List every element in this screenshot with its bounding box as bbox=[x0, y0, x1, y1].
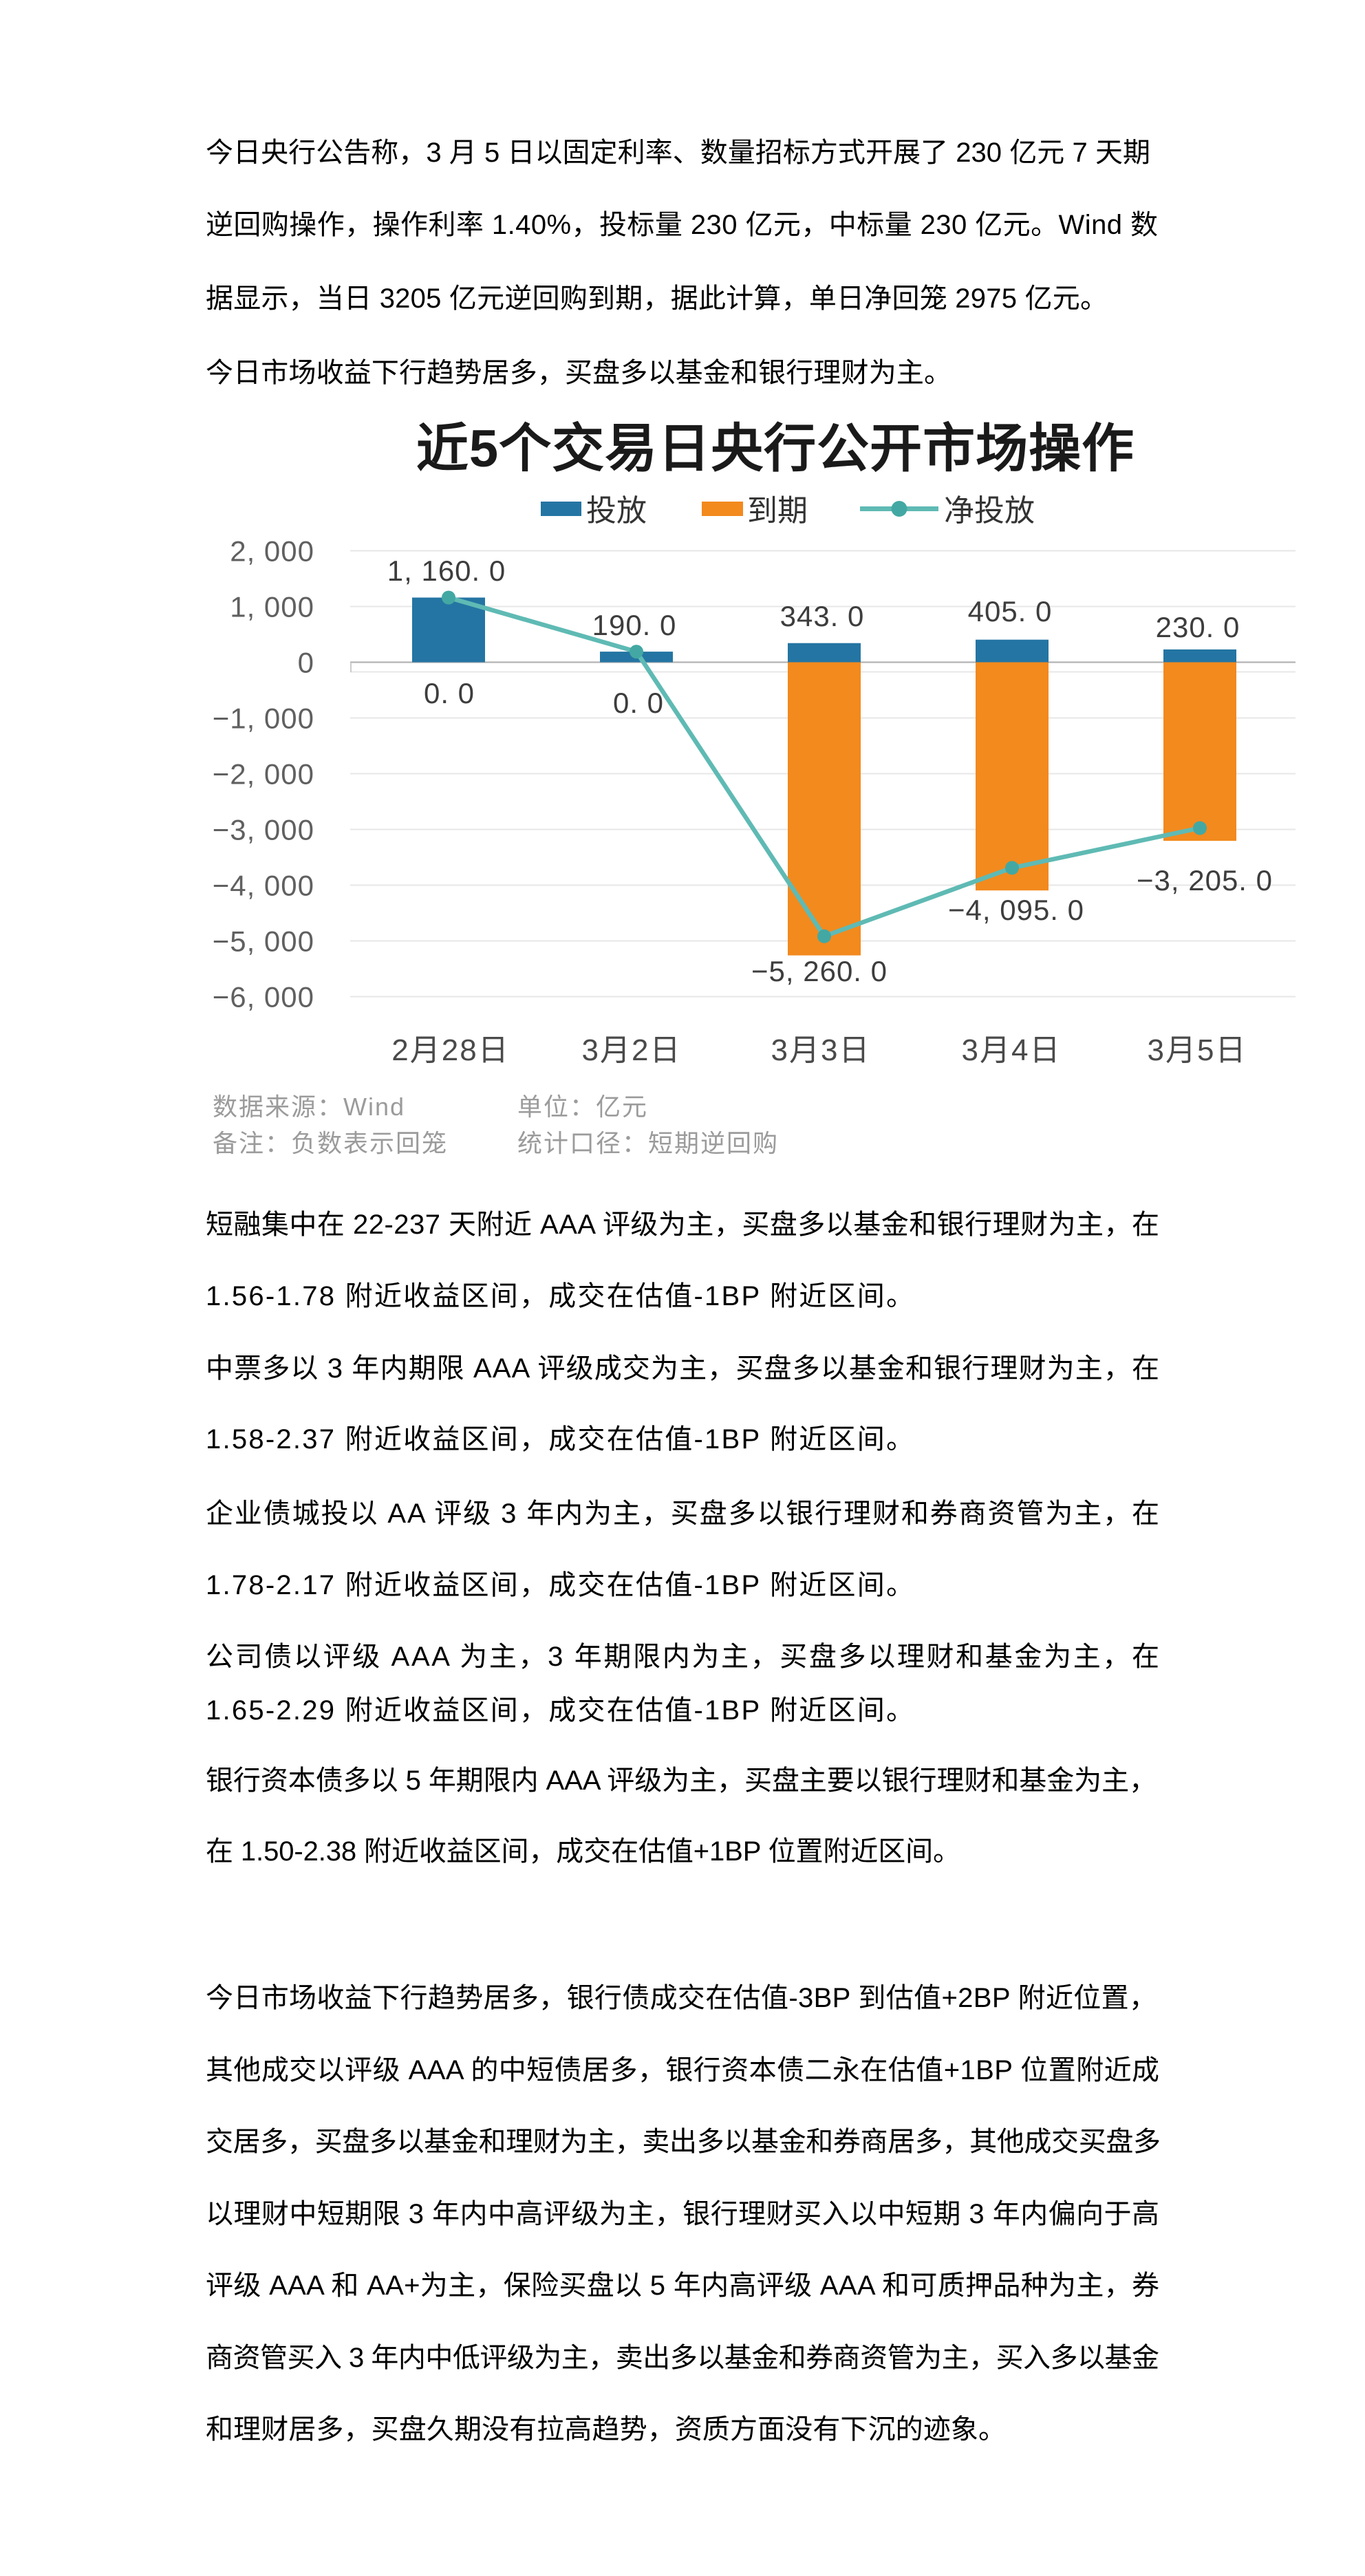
svg-text:3月5日: 3月5日 bbox=[1148, 1033, 1247, 1067]
svg-text:1, 000: 1, 000 bbox=[230, 591, 314, 623]
svg-text:数据来源：Wind: 数据来源：Wind bbox=[213, 1093, 405, 1121]
svg-text:1.58-2.37 附近收益区间，成交在估值-1BP 附近区: 1.58-2.37 附近收益区间，成交在估值-1BP 附近区间。 bbox=[206, 1424, 914, 1455]
svg-text:1, 160. 0: 1, 160. 0 bbox=[387, 555, 506, 587]
svg-text:343. 0: 343. 0 bbox=[780, 600, 865, 632]
svg-text:单位：亿元: 单位：亿元 bbox=[517, 1093, 648, 1121]
svg-text:230. 0: 230. 0 bbox=[1156, 611, 1240, 643]
svg-text:逆回购操作，操作利率 1.40%，投标量 230 亿元，中标: 逆回购操作，操作利率 1.40%，投标量 230 亿元，中标量 230 亿元。W… bbox=[206, 210, 1158, 240]
svg-text:公司债以评级 AAA 为主，3 年期限内为主，买盘多以理财和: 公司债以评级 AAA 为主，3 年期限内为主，买盘多以理财和基金为主，在 bbox=[206, 1642, 1159, 1672]
svg-text:中票多以 3 年内期限 AAA 评级成交为主，买盘多以基金和: 中票多以 3 年内期限 AAA 评级成交为主，买盘多以基金和银行理财为主，在 bbox=[206, 1353, 1159, 1384]
svg-text:−4, 095. 0: −4, 095. 0 bbox=[948, 894, 1084, 926]
svg-text:短融集中在 22-237 天附近 AAA 评级为主，买盘多以: 短融集中在 22-237 天附近 AAA 评级为主，买盘多以基金和银行理财为主，… bbox=[206, 1210, 1159, 1240]
svg-text:今日市场收益下行趋势居多，买盘多以基金和银行理财为主。: 今日市场收益下行趋势居多，买盘多以基金和银行理财为主。 bbox=[206, 358, 952, 388]
svg-text:−5, 000: −5, 000 bbox=[213, 925, 314, 958]
svg-text:190. 0: 190. 0 bbox=[592, 609, 677, 641]
svg-text:投放: 投放 bbox=[586, 494, 647, 528]
svg-text:今日央行公告称，3 月 5 日以固定利率、数量招标方式开展了: 今日央行公告称，3 月 5 日以固定利率、数量招标方式开展了 230 亿元 7 … bbox=[206, 138, 1150, 168]
svg-text:0. 0: 0. 0 bbox=[613, 687, 664, 719]
svg-text:0. 0: 0. 0 bbox=[424, 677, 475, 709]
svg-text:−3, 000: −3, 000 bbox=[213, 814, 314, 846]
svg-text:−4, 000: −4, 000 bbox=[213, 870, 314, 902]
svg-text:净投放: 净投放 bbox=[944, 494, 1035, 528]
svg-text:−5, 260. 0: −5, 260. 0 bbox=[751, 955, 888, 987]
svg-text:以理财中短期限 3 年内中高评级为主，银行理财买入以中短期: 以理财中短期限 3 年内中高评级为主，银行理财买入以中短期 3 年内偏向于高 bbox=[206, 2199, 1159, 2229]
svg-text:其他成交以评级 AAA 的中短债居多，银行资本债二永在估值+: 其他成交以评级 AAA 的中短债居多，银行资本债二永在估值+1BP 位置附近成 bbox=[206, 2055, 1159, 2085]
svg-text:−3, 205. 0: −3, 205. 0 bbox=[1137, 864, 1273, 897]
svg-text:和理财居多，买盘久期没有拉高趋势，资质方面没有下沉的迹象。: 和理财居多，买盘久期没有拉高趋势，资质方面没有下沉的迹象。 bbox=[206, 2414, 1006, 2445]
svg-text:统计口径：短期逆回购: 统计口径：短期逆回购 bbox=[517, 1129, 779, 1157]
svg-text:交居多，买盘多以基金和理财为主，卖出多以基金和券商居多，其他: 交居多，买盘多以基金和理财为主，卖出多以基金和券商居多，其他成交买盘多 bbox=[206, 2127, 1161, 2157]
svg-text:评级 AAA 和 AA+为主，保险买盘以 5 年内高评级 A: 评级 AAA 和 AA+为主，保险买盘以 5 年内高评级 AAA 和可质押品种为… bbox=[206, 2271, 1159, 2301]
svg-text:企业债城投以 AA 评级 3 年内为主，买盘多以银行理财和券: 企业债城投以 AA 评级 3 年内为主，买盘多以银行理财和券商资管为主，在 bbox=[206, 1499, 1159, 1529]
svg-text:1.78-2.17 附近收益区间，成交在估值-1BP 附近区: 1.78-2.17 附近收益区间，成交在估值-1BP 附近区间。 bbox=[206, 1570, 914, 1600]
svg-text:2, 000: 2, 000 bbox=[230, 535, 314, 568]
svg-text:1.65-2.29 附近收益区间，成交在估值-1BP 附近区: 1.65-2.29 附近收益区间，成交在估值-1BP 附近区间。 bbox=[206, 1695, 914, 1726]
svg-text:2月28日: 2月28日 bbox=[391, 1033, 509, 1067]
svg-text:在 1.50-2.38 附近收益区间，成交在估值+1BP 位: 在 1.50-2.38 附近收益区间，成交在估值+1BP 位置附近区间。 bbox=[206, 1836, 960, 1867]
svg-text:备注：负数表示回笼: 备注：负数表示回笼 bbox=[213, 1129, 448, 1157]
svg-text:3月4日: 3月4日 bbox=[962, 1033, 1062, 1067]
svg-text:405. 0: 405. 0 bbox=[968, 595, 1053, 627]
svg-text:0: 0 bbox=[298, 647, 314, 679]
svg-text:−1, 000: −1, 000 bbox=[213, 702, 314, 735]
svg-text:据显示，当日 3205 亿元逆回购到期，据此计算，单日净回笼: 据显示，当日 3205 亿元逆回购到期，据此计算，单日净回笼 2975 亿元。 bbox=[206, 283, 1108, 314]
svg-text:3月3日: 3月3日 bbox=[771, 1033, 871, 1067]
svg-text:−6, 000: −6, 000 bbox=[213, 981, 314, 1013]
svg-text:到期: 到期 bbox=[747, 494, 808, 528]
svg-text:商资管买入 3 年内中低评级为主，卖出多以基金和券商资管为主: 商资管买入 3 年内中低评级为主，卖出多以基金和券商资管为主，买入多以基金 bbox=[206, 2343, 1159, 2373]
svg-text:−2, 000: −2, 000 bbox=[213, 758, 314, 791]
svg-text:今日市场收益下行趋势居多，银行债成交在估值-3BP 到估值+: 今日市场收益下行趋势居多，银行债成交在估值-3BP 到估值+2BP 附近位置， bbox=[206, 1983, 1157, 2013]
svg-text:3月2日: 3月2日 bbox=[582, 1033, 682, 1067]
svg-text:1.56-1.78 附近收益区间，成交在估值-1BP 附近区: 1.56-1.78 附近收益区间，成交在估值-1BP 附近区间。 bbox=[206, 1281, 914, 1311]
svg-text:近5个交易日央行公开市场操作: 近5个交易日央行公开市场操作 bbox=[416, 420, 1135, 478]
svg-text:银行资本债多以 5 年期限内 AAA 评级为主，买盘主要以银: 银行资本债多以 5 年期限内 AAA 评级为主，买盘主要以银行理财和基金为主， bbox=[206, 1765, 1157, 1796]
